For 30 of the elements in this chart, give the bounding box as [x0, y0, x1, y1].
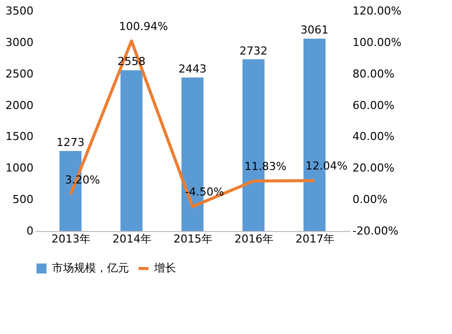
- data-label: -4.50%: [185, 186, 224, 199]
- x-tick-label: 2015年: [174, 232, 212, 246]
- y-tick-label: 2500: [6, 67, 34, 80]
- y-tick-label: 3000: [6, 36, 34, 49]
- data-label: 100.94%: [119, 20, 168, 33]
- data-label: 1273: [56, 136, 84, 149]
- data-label: 3061: [300, 24, 328, 37]
- y2-tick-label: 80.00%: [352, 67, 394, 80]
- y-tick-label: 2000: [6, 98, 34, 112]
- bar: [120, 70, 143, 231]
- y2-tick-label: 120.00%: [352, 4, 402, 18]
- legend-label: 市场规模，亿元: [52, 262, 129, 274]
- x-tick-label: 2014年: [112, 232, 152, 246]
- y2-tick-label: 100.00%: [352, 36, 402, 49]
- y2-tick-label: 20.00%: [352, 162, 394, 175]
- y2-tick-label: 60.00%: [352, 98, 394, 112]
- y2-tick-label: 0.00%: [352, 193, 388, 206]
- y-tick-label: 1000: [6, 162, 34, 175]
- y2-tick-label: 40.00%: [352, 130, 394, 144]
- data-label: 2443: [178, 62, 206, 76]
- legend-label: 增长: [153, 262, 176, 274]
- data-label: 2732: [240, 44, 268, 58]
- y-tick-label: 1500: [6, 130, 34, 144]
- y-tick-label: 500: [12, 193, 34, 206]
- x-tick-label: 2016年: [234, 232, 274, 246]
- x-tick-label: 2017年: [296, 232, 334, 246]
- y-tick-label: 0: [26, 224, 34, 238]
- x-tick-label: 2013年: [52, 232, 90, 246]
- y-tick-label: 3500: [6, 4, 34, 18]
- y2-tick-label: -20.00%: [352, 224, 398, 238]
